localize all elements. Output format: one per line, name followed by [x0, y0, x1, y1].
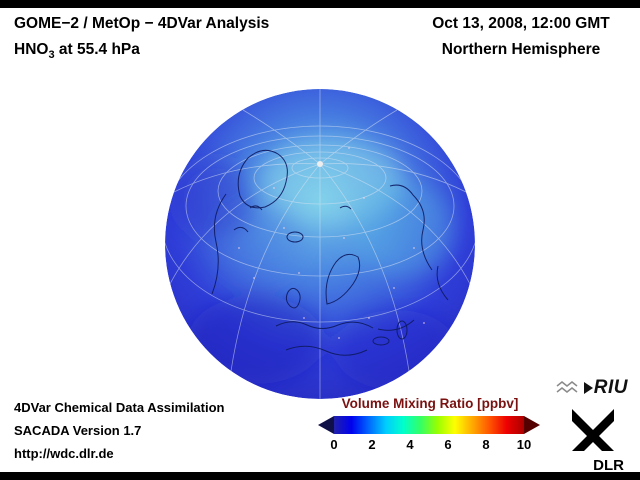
colorbar-tick: 6 — [444, 437, 452, 452]
dlr-emblem-icon — [572, 409, 614, 451]
colorbar-gradient — [334, 416, 524, 434]
observation-specks — [238, 147, 425, 339]
bottom-border-bar — [0, 472, 640, 480]
colorbar-body — [318, 416, 542, 434]
colorbar-tick-labels: 0 2 4 6 8 10 — [330, 437, 531, 453]
colorbar-overflow-arrow — [524, 416, 540, 434]
dlr-logo-text: DLR — [593, 457, 624, 474]
colorbar-tick: 0 — [330, 437, 338, 452]
graticule-lines — [165, 89, 475, 399]
riu-logo-text: RIU — [593, 377, 628, 398]
hemisphere-map — [164, 88, 476, 400]
colorbar-underflow-arrow — [318, 416, 334, 434]
credit-line-assimilation: 4DVar Chemical Data Assimilation — [14, 400, 225, 415]
riu-triangle-icon — [583, 382, 593, 394]
top-border-bar — [0, 0, 640, 8]
coastlines — [211, 149, 449, 356]
colorbar: Volume Mixing Ratio [ppbv] 0 2 4 6 8 10 — [318, 396, 542, 453]
riu-waves-icon — [556, 381, 578, 393]
figure-title-block: GOME−2 / MetOp − 4DVar Analysis HNO3 at … — [14, 15, 269, 61]
colorbar-tick: 2 — [368, 437, 376, 452]
species-level-line: HNO3 at 55.4 hPa — [14, 41, 269, 61]
pole-marker-dot — [317, 161, 323, 167]
credit-line-version: SACADA Version 1.7 — [14, 423, 142, 438]
hemisphere-label: Northern Hemisphere — [441, 41, 601, 58]
species-subscript: 3 — [48, 49, 55, 62]
credit-url: http://wdc.dlr.de — [14, 446, 114, 461]
colorbar-tick: 8 — [482, 437, 490, 452]
dlr-logo: DLR — [562, 409, 624, 474]
species-name: HNO — [14, 41, 49, 58]
credits-block: 4DVar Chemical Data Assimilation SACADA … — [14, 396, 225, 465]
colorbar-title: Volume Mixing Ratio [ppbv] — [341, 396, 519, 411]
riu-logo: RIU — [556, 377, 628, 399]
figure-datetime-block: Oct 13, 2008, 12:00 GMT Northern Hemisph… — [410, 15, 632, 59]
colorbar-tick: 10 — [516, 437, 532, 452]
globe-svg — [165, 89, 475, 399]
pressure-level: at 55.4 hPa — [54, 41, 140, 58]
title-line: GOME−2 / MetOp − 4DVar Analysis — [14, 15, 270, 32]
colorbar-tick: 4 — [406, 437, 414, 452]
datetime-label: Oct 13, 2008, 12:00 GMT — [432, 15, 610, 32]
